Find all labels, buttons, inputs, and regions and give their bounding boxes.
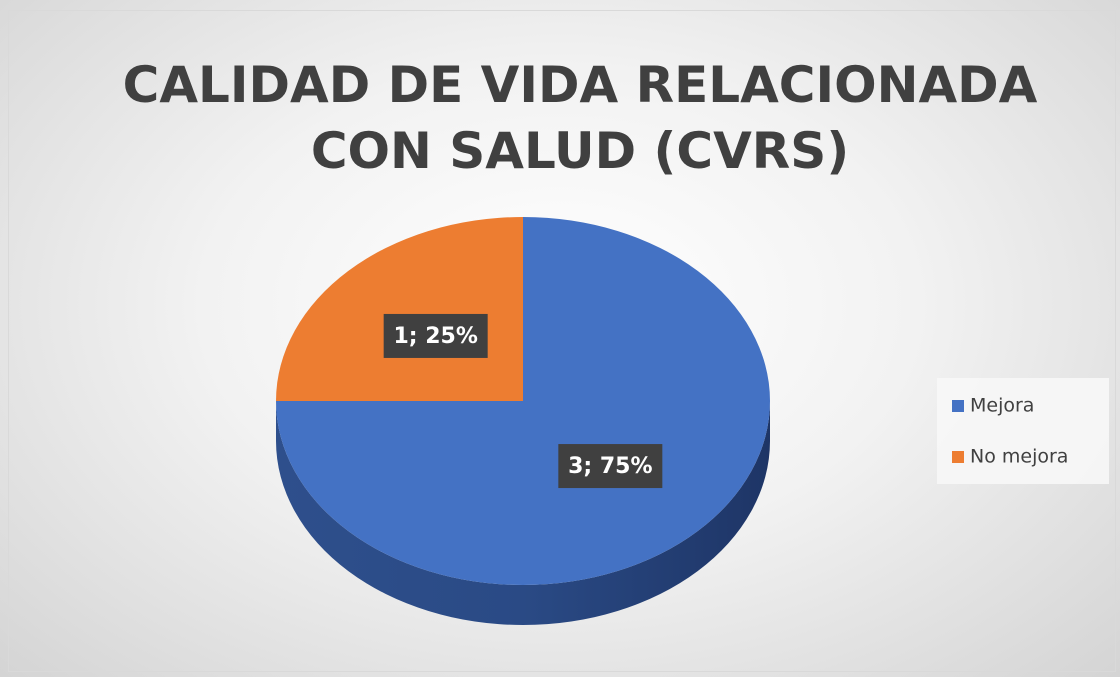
data-label-box xyxy=(558,444,663,489)
slice xyxy=(276,217,523,401)
legend-box xyxy=(937,378,1109,484)
data-label: 3; 75% xyxy=(568,454,652,479)
legend-label: Mejora xyxy=(970,395,1034,417)
chart-frame xyxy=(8,10,1116,672)
data-label-box xyxy=(383,313,488,358)
slice-side xyxy=(276,401,770,625)
legend-swatch xyxy=(952,451,964,463)
legend-swatch xyxy=(952,400,964,412)
data-label: 1; 25% xyxy=(393,324,477,349)
legend-label: No mejora xyxy=(970,446,1068,468)
chart-title: CALIDAD DE VIDA RELACIONADA CON SALUD (C… xyxy=(122,56,1038,180)
